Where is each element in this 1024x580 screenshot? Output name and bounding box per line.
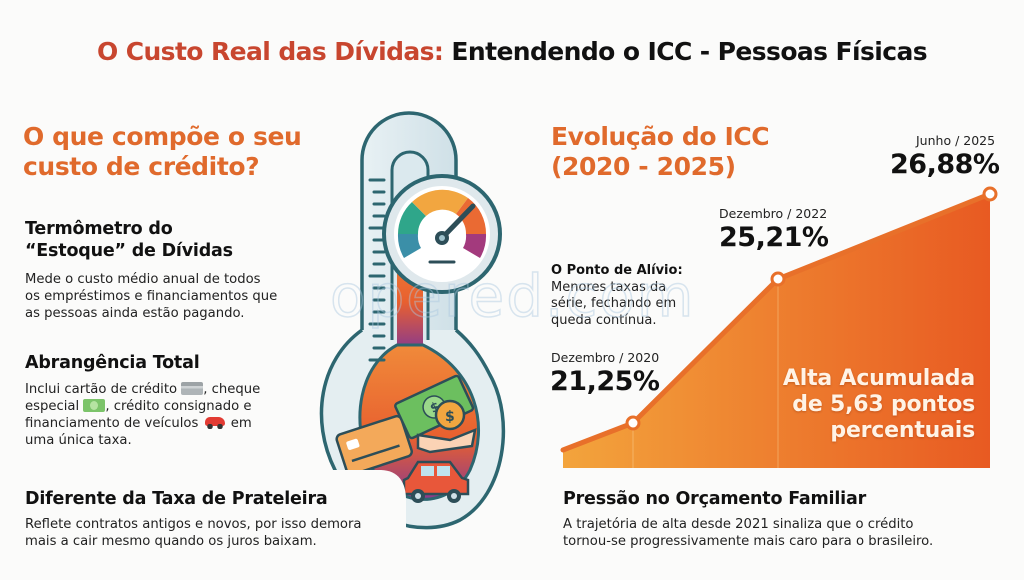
block-title-line2: “Estoque” de Dívidas bbox=[25, 241, 233, 261]
icc-area-chart bbox=[560, 186, 998, 468]
point-label-2020: Dezembro / 2020 bbox=[551, 350, 660, 365]
text-line: os empréstimos e financiamentos que bbox=[25, 289, 278, 304]
text-part: especial bbox=[25, 399, 80, 414]
thermometer-block-text: Mede o custo médio anual de todos os emp… bbox=[25, 271, 277, 322]
thermometer-block-title: Termômetro do “Estoque” de Dívidas bbox=[25, 218, 233, 262]
text-part: Inclui cartão de crédito bbox=[25, 382, 178, 397]
budget-pressure-text: A trajetória de alta desde 2021 sinaliza… bbox=[563, 516, 933, 550]
svg-text:$: $ bbox=[445, 409, 455, 425]
relief-annotation: O Ponto de Alívio: Menores taxas da séri… bbox=[551, 263, 691, 329]
text-line: Mede o custo médio anual de todos bbox=[25, 272, 261, 287]
accumulated-increase-callout: Alta Acumulada de 5,63 pontos percentuai… bbox=[740, 366, 975, 444]
point-label-2025: Junho / 2025 bbox=[916, 133, 996, 148]
money-bag-icon: $ bbox=[434, 399, 466, 431]
chart-area bbox=[563, 194, 990, 468]
coverage-block-title: Abrangência Total bbox=[25, 353, 200, 373]
chart-line bbox=[560, 191, 993, 453]
text-line: série, fechando em bbox=[551, 296, 677, 311]
gauge-icon bbox=[382, 174, 502, 294]
left-heading-line2: custo de crédito? bbox=[23, 152, 260, 181]
title-rest: Entendendo o ICC - Pessoas Físicas bbox=[451, 37, 928, 66]
text-line: Inclui cartão de crédito , cheque bbox=[25, 381, 260, 398]
callout-line: percentuais bbox=[830, 418, 975, 443]
point-value-2022: 25,21% bbox=[719, 222, 829, 253]
text-line: queda contínua. bbox=[551, 312, 657, 328]
left-section-heading: O que compõe o seu custo de crédito? bbox=[23, 122, 302, 182]
text-line: Menores taxas da bbox=[551, 279, 667, 295]
text-line: mais a cair mesmo quando os juros baixam… bbox=[25, 534, 317, 549]
callout-line: Alta Acumulada bbox=[782, 366, 975, 391]
block-title-line1: Termômetro do bbox=[25, 219, 173, 239]
data-point-2020 bbox=[625, 415, 641, 431]
text-line: especial , crédito consignado e bbox=[25, 398, 260, 415]
right-section-heading: Evolução do ICC (2020 - 2025) bbox=[551, 122, 770, 182]
text-part: , crédito consignado e bbox=[105, 399, 252, 414]
text-part: , cheque bbox=[203, 382, 261, 397]
left-heading-line1: O que compõe o seu bbox=[23, 122, 302, 151]
point-label-2022: Dezembro / 2022 bbox=[719, 206, 828, 221]
page-title: O Custo Real das Dívidas: Entendendo o I… bbox=[0, 37, 1024, 66]
shelf-rate-block-title: Diferente da Taxa de Prateleira bbox=[25, 489, 328, 509]
hand-icon bbox=[416, 427, 477, 454]
relief-title: O Ponto de Alívio: bbox=[551, 263, 683, 278]
text-part: financiamento de veículos bbox=[25, 416, 199, 431]
right-heading-line2: (2020 - 2025) bbox=[551, 152, 736, 181]
data-point-2022 bbox=[770, 271, 786, 287]
point-value-2025: 26,88% bbox=[890, 149, 1000, 180]
coverage-block-text: Inclui cartão de crédito , cheque especi… bbox=[25, 381, 260, 449]
text-line: as pessoas ainda estão pagando. bbox=[25, 306, 245, 321]
text-line: uma única taxa. bbox=[25, 433, 132, 448]
text-line: A trajetória de alta desde 2021 sinaliza… bbox=[563, 517, 914, 532]
text-line: tornou-se progressivamente mais caro par… bbox=[563, 534, 934, 549]
shelf-rate-block-text: Reflete contratos antigos e novos, por i… bbox=[25, 516, 362, 550]
callout-line: de 5,63 pontos bbox=[792, 392, 975, 417]
text-part: em bbox=[226, 416, 252, 431]
data-point-2025 bbox=[982, 186, 998, 202]
car-icon bbox=[402, 460, 470, 503]
credit-card-icon bbox=[335, 414, 413, 476]
right-heading-line1: Evolução do ICC bbox=[551, 122, 770, 151]
thermometer-illustration: $ $ bbox=[300, 111, 506, 556]
text-line: Reflete contratos antigos e novos, por i… bbox=[25, 517, 362, 532]
budget-pressure-title: Pressão no Orçamento Familiar bbox=[563, 489, 866, 509]
text-line: financiamento de veículos em bbox=[25, 415, 260, 432]
point-value-2020: 21,25% bbox=[550, 366, 660, 397]
credit-card-icon bbox=[181, 382, 204, 395]
title-accent: O Custo Real das Dívidas: bbox=[96, 37, 444, 66]
cash-icon bbox=[83, 399, 106, 412]
car-icon bbox=[203, 415, 227, 429]
